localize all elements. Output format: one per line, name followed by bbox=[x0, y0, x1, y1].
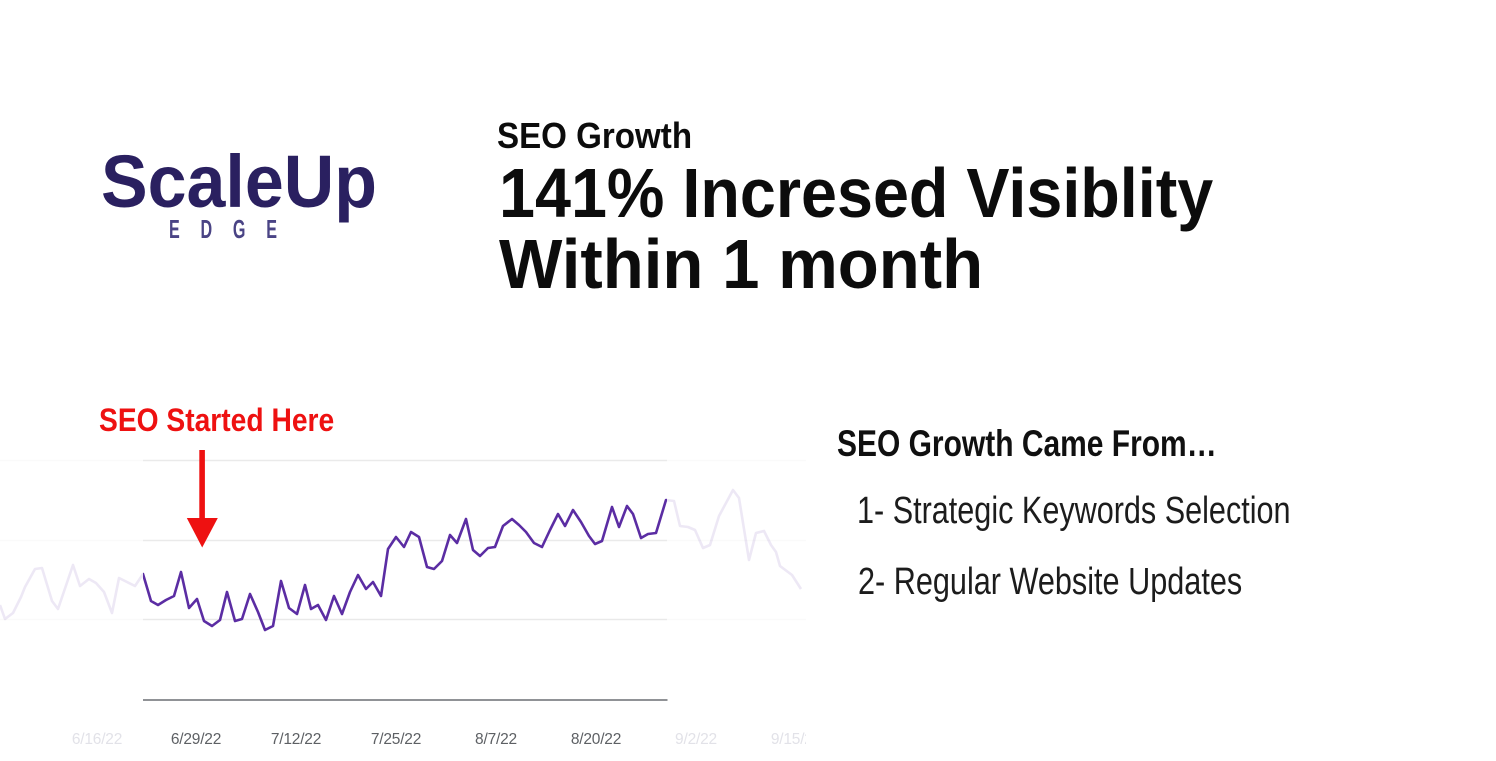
svg-text:7/25/22: 7/25/22 bbox=[371, 731, 421, 748]
svg-text:9/2/22: 9/2/22 bbox=[675, 731, 717, 748]
svg-text:9/15/22: 9/15/22 bbox=[771, 731, 821, 748]
svg-text:8/20/22: 8/20/22 bbox=[571, 731, 621, 748]
svg-text:8/7/22: 8/7/22 bbox=[475, 731, 517, 748]
svg-text:6/16/22: 6/16/22 bbox=[72, 731, 122, 748]
svg-text:6/29/22: 6/29/22 bbox=[171, 731, 221, 748]
svg-text:7/12/22: 7/12/22 bbox=[271, 731, 321, 748]
